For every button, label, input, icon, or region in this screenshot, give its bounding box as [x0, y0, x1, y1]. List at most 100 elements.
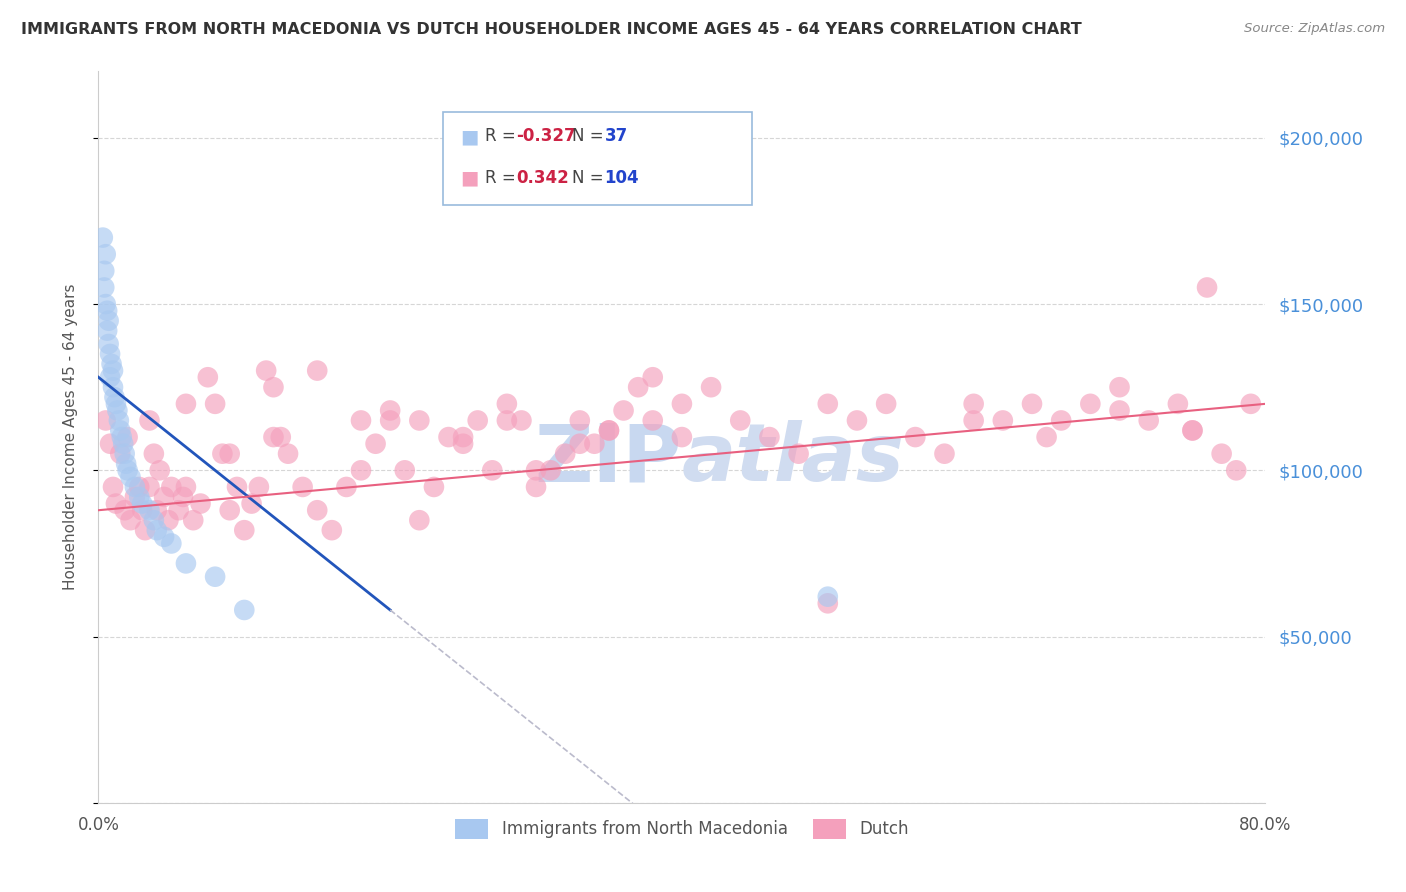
Point [846, 413, 869, 427]
Point [114, 503, 136, 517]
Text: 37: 37 [605, 128, 628, 145]
Point [146, 503, 169, 517]
Point [97, 337, 120, 351]
Point [112, 436, 135, 450]
Text: 104: 104 [605, 169, 640, 187]
Point [524, 463, 547, 477]
Point [98, 347, 121, 361]
Point [350, 463, 373, 477]
Point [598, 424, 620, 438]
Point [96, 303, 118, 318]
Point [247, 480, 270, 494]
Point [380, 403, 402, 417]
Point [451, 430, 474, 444]
Point [233, 603, 256, 617]
Point [962, 413, 984, 427]
Point [1167, 397, 1189, 411]
Point [174, 480, 197, 494]
Point [524, 480, 547, 494]
Point [262, 380, 284, 394]
Point [101, 380, 124, 394]
Point [124, 480, 146, 494]
Point [962, 397, 984, 411]
Point [408, 513, 430, 527]
Point [93, 280, 115, 294]
Point [142, 447, 165, 461]
Point [1181, 424, 1204, 438]
Point [554, 447, 576, 461]
Point [991, 413, 1014, 427]
Point [128, 480, 150, 494]
Point [380, 413, 402, 427]
Point [124, 490, 146, 504]
Point [190, 497, 212, 511]
Point [1080, 397, 1102, 411]
Point [94, 413, 117, 427]
Point [103, 390, 125, 404]
Point [115, 457, 138, 471]
Point [641, 370, 664, 384]
Point [277, 447, 299, 461]
Point [149, 463, 172, 477]
Point [1195, 280, 1218, 294]
Point [240, 497, 263, 511]
Point [451, 436, 474, 450]
Point [598, 424, 620, 438]
Point [510, 413, 533, 427]
Point [233, 523, 256, 537]
Point [146, 523, 169, 537]
Point [97, 314, 120, 328]
Point [700, 380, 723, 394]
Point [641, 413, 664, 427]
Text: IMMIGRANTS FROM NORTH MACEDONIA VS DUTCH HOUSEHOLDER INCOME AGES 45 - 64 YEARS C: IMMIGRANTS FROM NORTH MACEDONIA VS DUTCH… [21, 22, 1081, 37]
Y-axis label: Householder Income Ages 45 - 64 years: Householder Income Ages 45 - 64 years [63, 284, 77, 591]
Point [101, 363, 124, 377]
Point [111, 430, 134, 444]
Point [120, 513, 142, 527]
Point [172, 490, 194, 504]
Point [270, 430, 292, 444]
Point [568, 413, 591, 427]
Point [104, 397, 127, 411]
Point [98, 436, 121, 450]
Point [254, 363, 277, 377]
Point [153, 490, 176, 504]
Point [1181, 424, 1204, 438]
Point [350, 413, 373, 427]
Point [627, 380, 650, 394]
Point [1035, 430, 1057, 444]
Point [142, 513, 165, 527]
Point [1108, 403, 1130, 417]
Text: ZIP: ZIP [534, 420, 682, 498]
Point [364, 436, 387, 450]
Point [1225, 463, 1247, 477]
Point [540, 463, 562, 477]
Point [321, 523, 343, 537]
Point [131, 503, 153, 517]
Point [197, 370, 219, 384]
Point [437, 430, 460, 444]
Point [307, 503, 329, 517]
Text: Source: ZipAtlas.com: Source: ZipAtlas.com [1244, 22, 1385, 36]
Point [153, 530, 176, 544]
Point [138, 480, 160, 494]
Point [114, 447, 136, 461]
Point [218, 447, 240, 461]
Point [568, 436, 591, 450]
Point [167, 503, 190, 517]
Point [218, 503, 240, 517]
Point [138, 413, 160, 427]
Point [204, 570, 226, 584]
Point [583, 436, 606, 450]
Point [134, 523, 156, 537]
Point [758, 430, 780, 444]
Point [128, 490, 150, 504]
Point [1240, 397, 1263, 411]
Text: N =: N = [572, 128, 609, 145]
Point [934, 447, 956, 461]
Point [904, 430, 927, 444]
Point [612, 403, 634, 417]
Point [93, 264, 115, 278]
Text: 0.342: 0.342 [516, 169, 569, 187]
Point [211, 447, 233, 461]
